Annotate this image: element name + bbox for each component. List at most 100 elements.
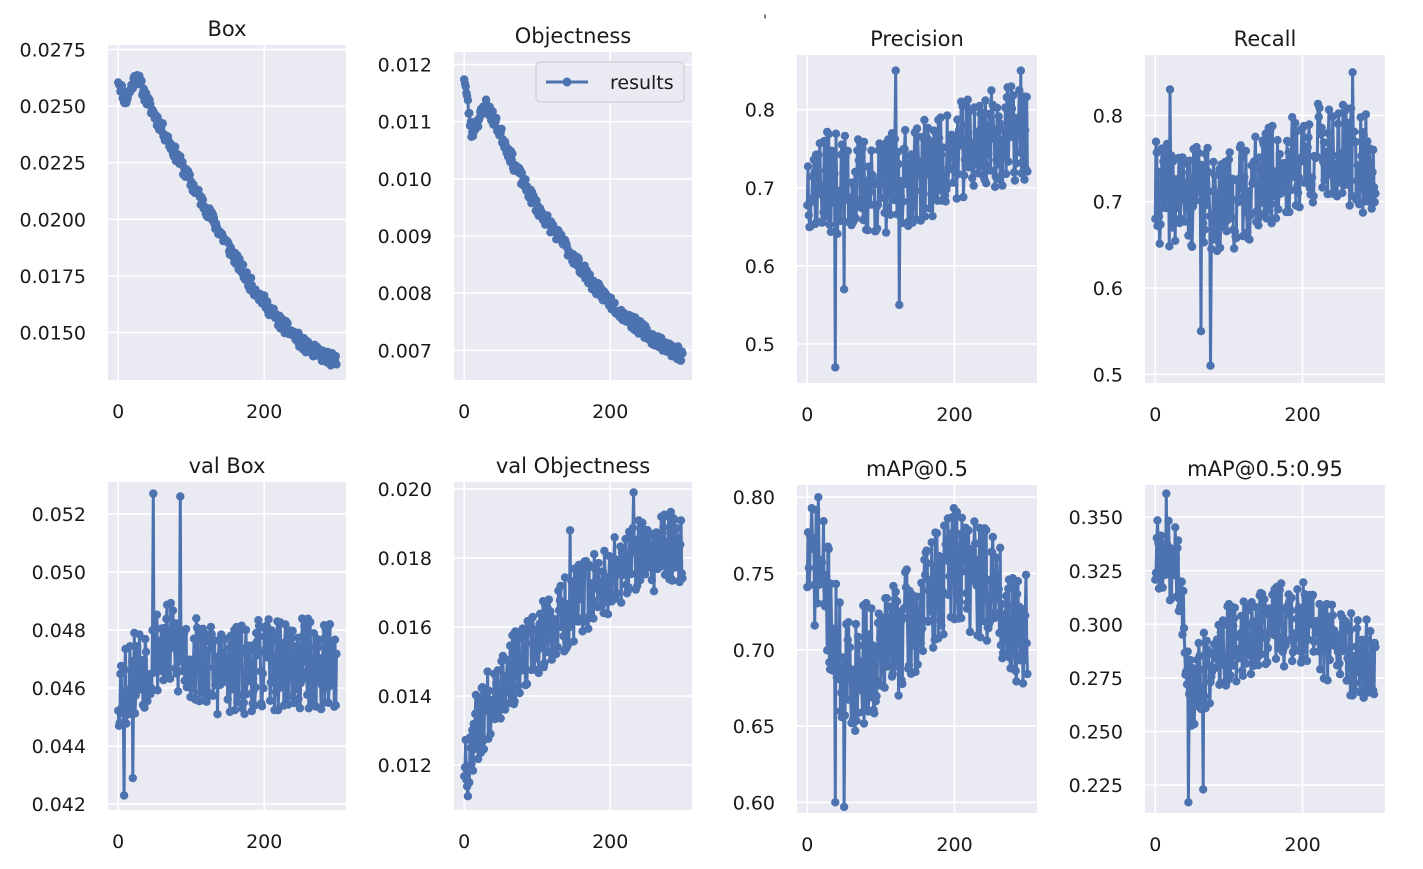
data-point	[1324, 105, 1334, 114]
data-point	[189, 657, 198, 667]
data-point	[227, 685, 237, 694]
data-point	[901, 125, 910, 135]
data-point	[656, 549, 665, 558]
data-point	[298, 614, 307, 623]
y-tick-label: 0.0250	[20, 96, 86, 118]
data-point	[327, 657, 337, 666]
data-point	[970, 517, 979, 526]
data-point	[152, 610, 162, 619]
data-point	[1179, 624, 1189, 633]
subplot-title: Precision	[870, 27, 964, 51]
subplot-objectness: Objectness 0.007 0.008 0.009 0.010 0.011 0.012…	[378, 24, 692, 423]
data-point	[998, 181, 1007, 190]
data-point	[1185, 156, 1195, 165]
data-point	[891, 66, 900, 75]
data-point	[828, 151, 838, 160]
data-point	[1168, 223, 1177, 232]
data-point	[911, 667, 920, 677]
legend-box	[535, 61, 685, 103]
data-point	[1020, 611, 1030, 620]
data-point	[951, 562, 961, 571]
data-point	[1237, 184, 1246, 193]
data-point	[1015, 148, 1025, 157]
data-point	[517, 666, 527, 675]
data-point	[1212, 635, 1222, 644]
data-point	[134, 675, 143, 684]
data-point	[900, 144, 909, 154]
subplot-box: Box 0.0150 0.0175 0.0200 0.0225 0.0250 0.0275 0…	[20, 17, 346, 423]
data-point	[1275, 585, 1284, 595]
data-point	[853, 632, 863, 642]
data-point	[895, 176, 905, 186]
data-point	[515, 688, 524, 698]
data-point	[1276, 620, 1285, 630]
data-point	[863, 226, 872, 235]
y-tick-label: 0.048	[32, 620, 86, 642]
data-point	[141, 647, 151, 656]
data-point	[823, 646, 832, 655]
data-point	[632, 543, 641, 552]
data-point	[817, 218, 827, 227]
data-point	[1241, 146, 1251, 156]
data-point	[666, 507, 675, 517]
data-point	[962, 589, 971, 598]
data-point	[1305, 120, 1314, 129]
data-point	[845, 643, 855, 652]
data-point	[219, 677, 229, 686]
data-point	[154, 636, 164, 645]
data-point	[1163, 145, 1173, 154]
data-point	[820, 136, 829, 146]
data-point	[659, 523, 668, 532]
y-tick-label: 0.042	[32, 794, 86, 816]
data-point	[1226, 203, 1235, 213]
subplot-val-objectness: val Objectness 0.012 0.014 0.016 0.018 0.020 0…	[378, 454, 692, 853]
subplot-title: Recall	[1234, 27, 1297, 51]
y-tick-label: 0.5	[1093, 364, 1123, 386]
data-point	[983, 121, 992, 130]
data-point	[882, 594, 891, 603]
subplot-title: val Box	[189, 454, 266, 478]
data-point	[856, 196, 865, 205]
data-point	[1299, 153, 1308, 163]
data-point	[471, 709, 480, 718]
data-point	[936, 605, 945, 614]
data-point	[985, 575, 995, 584]
data-point	[931, 167, 941, 177]
data-point	[331, 701, 340, 710]
data-point	[835, 186, 844, 195]
data-point	[843, 635, 852, 645]
series-markers	[1151, 68, 1380, 370]
data-point	[876, 181, 885, 190]
data-point	[1260, 166, 1270, 176]
data-point	[223, 695, 232, 704]
data-point	[676, 540, 685, 549]
data-point	[878, 157, 888, 166]
data-point	[1013, 577, 1023, 586]
data-point	[1193, 187, 1203, 196]
data-point	[1177, 577, 1187, 587]
data-point	[904, 661, 914, 670]
data-point	[1170, 571, 1179, 580]
data-point	[1349, 660, 1358, 669]
y-tick-label: 0.75	[733, 563, 775, 585]
data-point	[1207, 210, 1217, 219]
data-point	[1226, 671, 1235, 680]
data-point	[982, 525, 991, 535]
data-point	[1206, 361, 1215, 370]
data-point	[1257, 650, 1266, 659]
data-point	[925, 204, 934, 213]
data-point	[1368, 168, 1377, 177]
data-point	[922, 170, 931, 179]
data-point	[809, 193, 818, 202]
data-point	[1235, 654, 1244, 663]
data-point	[224, 652, 233, 662]
data-point	[1316, 665, 1325, 674]
data-point	[1265, 206, 1274, 215]
data-point	[1319, 157, 1328, 167]
data-point	[1371, 642, 1380, 652]
data-point	[176, 492, 185, 501]
data-point	[510, 697, 519, 706]
data-point	[474, 694, 483, 703]
data-point	[1238, 671, 1248, 680]
series-markers	[1151, 489, 1380, 807]
